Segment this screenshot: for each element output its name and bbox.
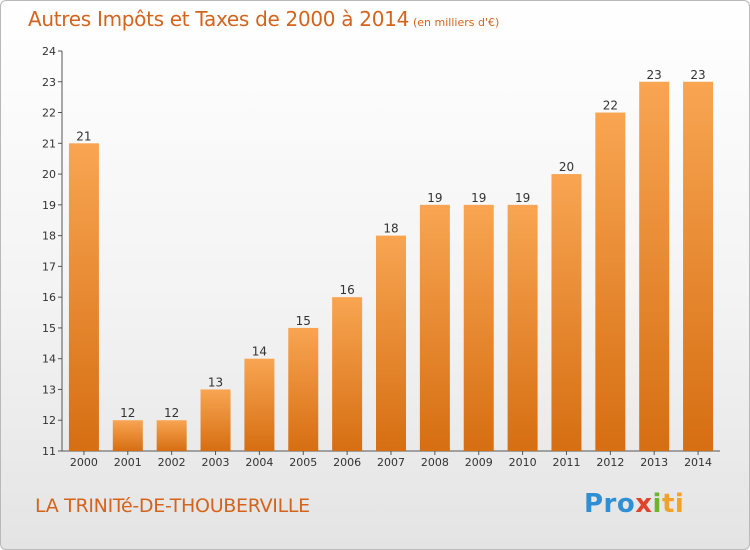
y-tick-label: 14 [42, 353, 56, 366]
bar [156, 420, 187, 451]
bar [332, 297, 363, 451]
bar [595, 112, 626, 452]
x-tick-label: 2013 [640, 456, 668, 469]
x-tick-label: 2009 [465, 456, 493, 469]
bar-value-label: 19 [515, 191, 530, 205]
bar [507, 204, 538, 451]
y-tick-label: 18 [42, 230, 56, 243]
y-tick-label: 11 [42, 445, 56, 458]
bar-value-label: 15 [296, 314, 311, 328]
x-tick-label: 2005 [289, 456, 317, 469]
bar-value-label: 23 [647, 68, 662, 82]
bar [244, 358, 275, 451]
bar [639, 81, 670, 452]
bar-value-label: 12 [120, 406, 135, 420]
x-tick-label: 2001 [114, 456, 142, 469]
x-tick-label: 2007 [377, 456, 405, 469]
bar [112, 420, 143, 451]
x-tick-label: 2012 [596, 456, 624, 469]
x-tick-label: 2014 [684, 456, 712, 469]
x-tick-label: 2000 [70, 456, 98, 469]
chart-subtitle: (en milliers d'€) [413, 16, 500, 29]
y-tick-label: 23 [42, 76, 56, 89]
bar-value-label: 16 [339, 283, 354, 297]
x-tick-label: 2006 [333, 456, 361, 469]
y-tick-label: 16 [42, 291, 56, 304]
x-tick-label: 2002 [158, 456, 186, 469]
proxiti-logo: Proxiti [584, 489, 684, 519]
bar [419, 204, 450, 451]
bar [463, 204, 494, 451]
bar [68, 143, 99, 452]
y-tick-label: 24 [42, 45, 56, 58]
y-axis-ticks: 11 12 13 14 15 16 17 18 19 20 21 22 23 24 [42, 45, 62, 458]
bar-value-label: 21 [76, 129, 91, 143]
x-tick-label: 2011 [552, 456, 580, 469]
bar-value-label: 19 [471, 191, 486, 205]
bar-value-label: 22 [603, 99, 618, 113]
bar-value-label: 12 [164, 406, 179, 420]
y-tick-label: 17 [42, 260, 56, 273]
logo-part-3: i [652, 489, 662, 519]
y-tick-label: 21 [42, 137, 56, 150]
value-labels: 21 12 12 13 14 15 16 18 19 19 19 20 22 23 23 [76, 68, 705, 420]
location-name: LA TRINITé-DE-THOUBERVILLE [35, 495, 310, 517]
bar [683, 81, 714, 452]
x-tick-label: 2004 [245, 456, 273, 469]
bar-value-label: 23 [690, 68, 705, 82]
y-tick-label: 22 [42, 107, 56, 120]
bar-value-label: 14 [252, 345, 267, 359]
x-tick-label: 2010 [509, 456, 537, 469]
y-tick-label: 13 [42, 383, 56, 396]
logo-part-4: ti [661, 489, 685, 519]
chart-title: Autres Impôts et Taxes de 2000 à 2014 (en… [28, 7, 499, 31]
bar-value-label: 13 [208, 375, 223, 389]
logo-part-1: Pro [584, 489, 636, 519]
x-tick-label: 2008 [421, 456, 449, 469]
y-tick-label: 20 [42, 168, 56, 181]
bar-value-label: 20 [559, 160, 574, 174]
bar [551, 174, 582, 452]
x-axis-ticks: 2000 2001 2002 2003 2004 2005 2006 2007 2008 2009… [70, 451, 712, 469]
y-tick-label: 19 [42, 199, 56, 212]
bar-value-label: 19 [427, 191, 442, 205]
bar [376, 235, 406, 451]
y-tick-label: 12 [42, 414, 56, 427]
x-tick-label: 2003 [202, 456, 230, 469]
y-tick-label: 15 [42, 322, 56, 335]
bar-series [68, 81, 714, 452]
bar [200, 389, 231, 451]
bar [288, 327, 319, 451]
bar-value-label: 18 [383, 222, 398, 236]
chart-title-text: Autres Impôts et Taxes de 2000 à 2014 [28, 7, 409, 31]
logo-part-2: x [635, 489, 653, 519]
